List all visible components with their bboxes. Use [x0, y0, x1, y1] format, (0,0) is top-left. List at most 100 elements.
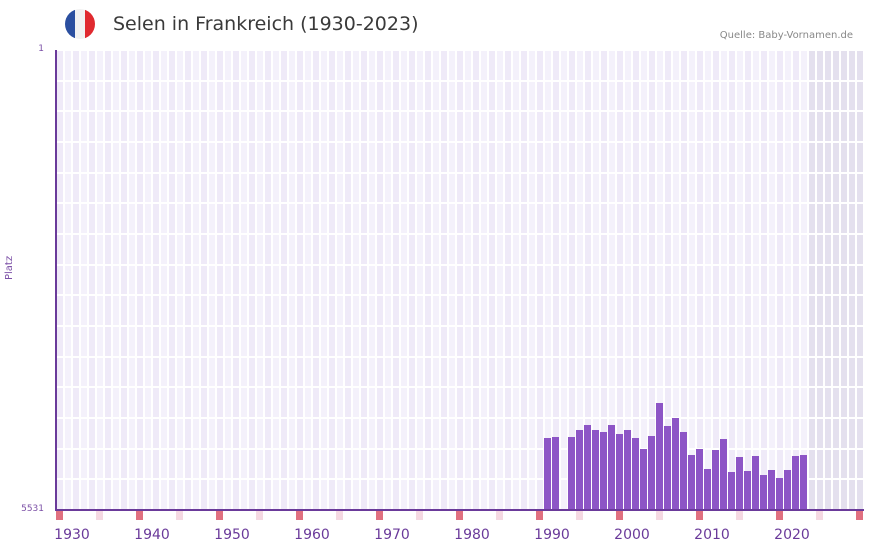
x-tick-label: 1980 [454, 527, 490, 543]
y-axis-title: Platz [4, 255, 15, 280]
grid-cell [176, 203, 184, 234]
grid-cell [248, 111, 256, 142]
grid-cell [768, 80, 776, 112]
grid-cell [624, 264, 632, 296]
grid-cell [752, 80, 760, 112]
grid-cell [464, 111, 472, 142]
bar-1992[interactable] [552, 436, 559, 510]
grid-cell [376, 50, 384, 81]
grid-cell [120, 326, 128, 357]
grid-cell [384, 80, 392, 112]
grid-cell [280, 172, 288, 204]
grid-cell [648, 387, 656, 418]
bar-2022[interactable] [792, 456, 799, 510]
bar-2004[interactable] [648, 435, 655, 510]
bar-2005[interactable] [656, 402, 663, 510]
bar-2001[interactable] [624, 429, 631, 510]
bar-2023[interactable] [800, 455, 807, 510]
bar-1999[interactable] [608, 424, 615, 510]
grid-cell [760, 387, 768, 418]
grid-cell [112, 234, 120, 265]
grid-cell [688, 111, 696, 142]
grid-cell [72, 142, 80, 173]
grid-cell [336, 50, 344, 81]
grid-cell [856, 418, 864, 449]
grid-cell [472, 387, 480, 418]
grid-cell [680, 50, 688, 81]
grid-cell [688, 387, 696, 418]
grid-cell [176, 356, 184, 388]
grid-cell [176, 295, 184, 326]
grid-cell [312, 356, 320, 388]
grid-cell [832, 356, 840, 388]
grid-cell [232, 172, 240, 204]
bar-1994[interactable] [568, 436, 575, 510]
grid-cell [784, 418, 792, 449]
grid-cell [288, 80, 296, 112]
bar-2002[interactable] [632, 437, 639, 510]
grid-cell [400, 326, 408, 357]
bar-2011[interactable] [704, 468, 711, 510]
grid-cell [352, 448, 360, 480]
grid-cell [584, 111, 592, 142]
grid-cell [272, 234, 280, 265]
bar-1995[interactable] [576, 429, 583, 510]
bar-2021[interactable] [784, 469, 791, 510]
bar-2013[interactable] [720, 438, 727, 510]
grid-cell [392, 111, 400, 142]
grid-cell [120, 479, 128, 510]
grid-cell [376, 295, 384, 326]
bar-2010[interactable] [696, 449, 703, 510]
grid-cell [416, 80, 424, 112]
grid-cell [168, 142, 176, 173]
grid-cell [432, 80, 440, 112]
grid-cell [160, 264, 168, 296]
half-decade-marker [816, 511, 823, 520]
bar-2007[interactable] [672, 418, 679, 510]
bar-2015[interactable] [736, 457, 743, 510]
bar-2009[interactable] [688, 455, 695, 510]
grid-cell [560, 356, 568, 388]
grid-cell [680, 80, 688, 112]
grid-cell [264, 203, 272, 234]
grid-cell [424, 387, 432, 418]
grid-cell [616, 111, 624, 142]
bar-2017[interactable] [752, 456, 759, 510]
bar-1997[interactable] [592, 429, 599, 510]
grid-cell [800, 264, 808, 296]
grid-cell [776, 387, 784, 418]
grid-cell [856, 142, 864, 173]
grid-cell [488, 142, 496, 173]
grid-cell [352, 418, 360, 449]
bar-2019[interactable] [768, 469, 775, 510]
grid-cell [224, 326, 232, 357]
bar-2003[interactable] [640, 449, 647, 510]
bar-2020[interactable] [776, 477, 783, 510]
grid-cell [592, 264, 600, 296]
bar-2016[interactable] [744, 470, 751, 510]
grid-cell [496, 142, 504, 173]
grid-cell [472, 80, 480, 112]
bar-2008[interactable] [680, 431, 687, 510]
bar-2000[interactable] [616, 433, 623, 510]
grid-cell [768, 295, 776, 326]
bar-2014[interactable] [728, 471, 735, 510]
bar-2006[interactable] [664, 425, 671, 510]
grid-cell [360, 418, 368, 449]
bar-1998[interactable] [600, 431, 607, 510]
bar-2012[interactable] [712, 450, 719, 510]
grid-cell [376, 448, 384, 480]
bar-2018[interactable] [760, 474, 767, 510]
grid-cell [496, 172, 504, 204]
grid-cell [416, 142, 424, 173]
bar-1996[interactable] [584, 424, 591, 510]
grid-cell [376, 326, 384, 357]
grid-cell [352, 479, 360, 510]
grid-cell [80, 448, 88, 480]
grid-cell [104, 387, 112, 418]
grid-cell [168, 111, 176, 142]
grid-cell [784, 387, 792, 418]
grid-cell [752, 234, 760, 265]
grid-cell [192, 50, 200, 81]
bar-1991[interactable] [544, 437, 551, 510]
